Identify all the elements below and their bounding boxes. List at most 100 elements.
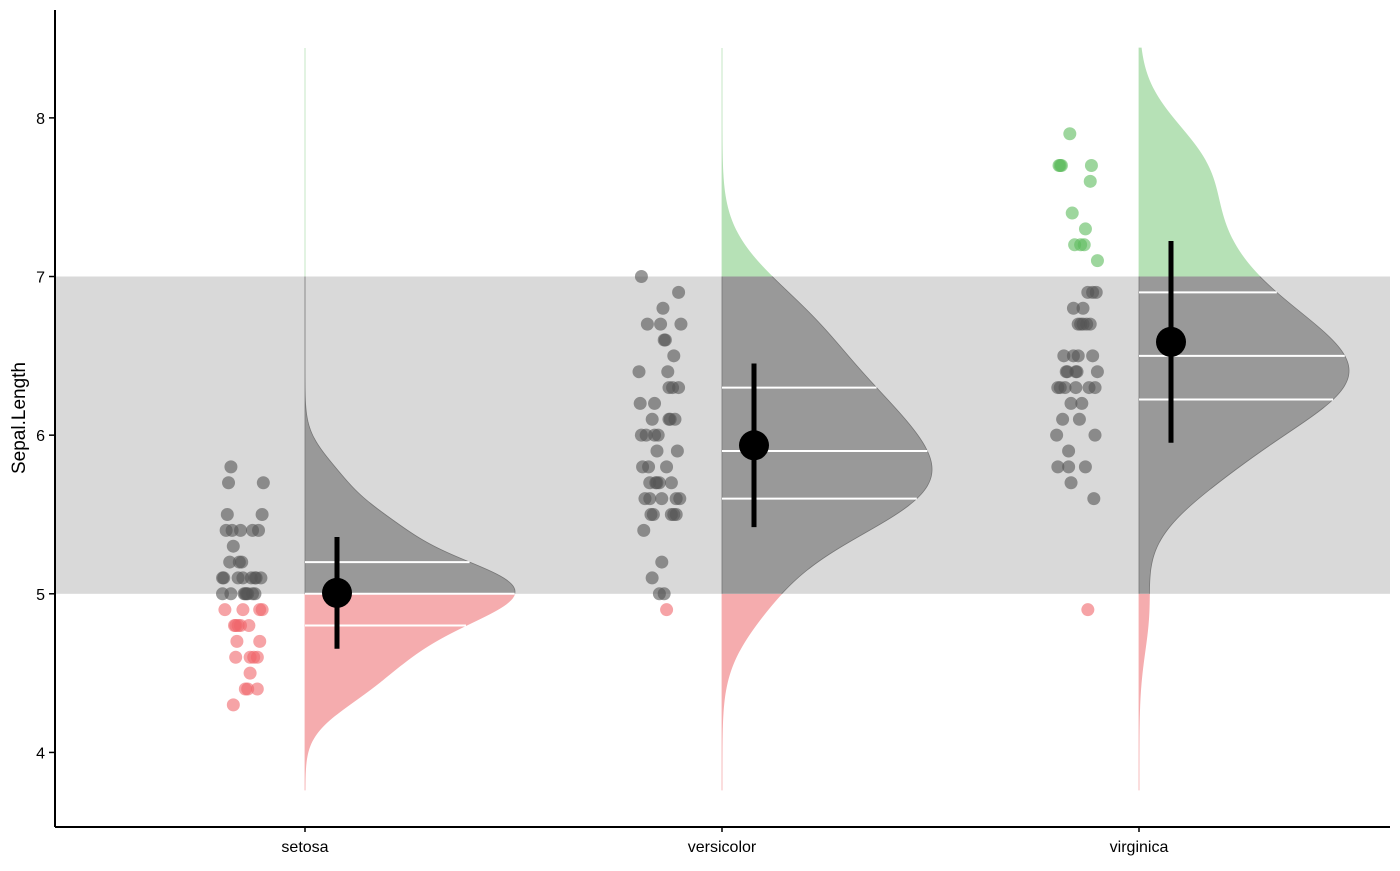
- density: [721, 48, 773, 277]
- y-tick-label: 4: [36, 745, 45, 762]
- point: [225, 523, 239, 537]
- point: [1083, 317, 1097, 331]
- point: [1051, 381, 1065, 395]
- point: [1062, 444, 1076, 458]
- point: [1090, 365, 1104, 379]
- point: [1075, 396, 1089, 410]
- point: [226, 539, 240, 553]
- point: [667, 349, 681, 363]
- point: [1078, 222, 1092, 236]
- point: [638, 492, 652, 506]
- point: [1072, 412, 1086, 426]
- point: [670, 444, 684, 458]
- x-tick-label: setosa: [281, 839, 328, 856]
- point: [252, 523, 266, 537]
- point: [633, 396, 647, 410]
- point: [672, 285, 686, 299]
- point: [654, 317, 668, 331]
- point: [236, 603, 250, 617]
- y-tick-label: 6: [36, 428, 45, 445]
- point: [660, 603, 674, 617]
- mean-point: [739, 430, 769, 461]
- mean-point: [1156, 326, 1186, 357]
- point: [645, 412, 659, 426]
- point: [664, 476, 678, 490]
- point: [634, 428, 648, 442]
- point: [634, 270, 648, 284]
- point: [255, 507, 269, 521]
- point: [664, 507, 678, 521]
- point: [231, 571, 245, 585]
- y-tick-label: 8: [36, 111, 45, 128]
- point: [1086, 349, 1100, 363]
- point: [1056, 412, 1070, 426]
- point: [658, 333, 672, 347]
- point: [1066, 301, 1080, 315]
- point: [1050, 428, 1064, 442]
- point: [1051, 460, 1065, 474]
- density: [1138, 47, 1261, 277]
- point: [650, 444, 664, 458]
- point: [657, 587, 671, 601]
- point: [662, 412, 676, 426]
- point: [223, 555, 237, 569]
- point: [1064, 476, 1078, 490]
- point: [226, 698, 240, 712]
- point: [660, 460, 674, 474]
- point: [643, 476, 657, 490]
- y-tick-label: 7: [36, 270, 45, 287]
- point: [250, 682, 264, 696]
- point: [256, 476, 270, 490]
- point: [1083, 174, 1097, 188]
- density: [721, 276, 933, 594]
- point: [1063, 127, 1077, 141]
- point: [220, 507, 234, 521]
- point: [1068, 238, 1082, 252]
- point: [222, 476, 236, 490]
- point: [1081, 603, 1095, 617]
- point: [1070, 365, 1084, 379]
- point: [1088, 428, 1102, 442]
- point: [1082, 381, 1096, 395]
- point: [1084, 158, 1098, 172]
- point: [656, 301, 670, 315]
- point: [655, 555, 669, 569]
- point: [640, 317, 654, 331]
- point: [253, 603, 267, 617]
- point: [253, 634, 267, 648]
- density: [721, 593, 783, 791]
- point: [637, 523, 651, 537]
- point: [1053, 158, 1067, 172]
- point: [1064, 396, 1078, 410]
- point: [217, 571, 231, 585]
- x-tick-label: versicolor: [688, 839, 757, 856]
- point: [224, 587, 238, 601]
- point: [1071, 317, 1085, 331]
- density: [1138, 593, 1150, 790]
- point: [648, 396, 662, 410]
- point: [669, 492, 683, 506]
- point: [232, 555, 246, 569]
- point: [1078, 460, 1092, 474]
- point: [224, 460, 238, 474]
- point: [644, 507, 658, 521]
- point: [1065, 206, 1079, 220]
- point: [632, 365, 646, 379]
- point: [243, 666, 257, 680]
- point: [1076, 301, 1090, 315]
- point: [1090, 254, 1104, 268]
- x-tick-label: virginica: [1110, 839, 1169, 856]
- point: [645, 571, 659, 585]
- point: [1069, 381, 1083, 395]
- point: [247, 650, 261, 664]
- point: [672, 381, 686, 395]
- point: [238, 587, 252, 601]
- point: [1062, 460, 1076, 474]
- point: [655, 492, 669, 506]
- point: [218, 603, 232, 617]
- point: [233, 619, 247, 633]
- point: [1081, 285, 1095, 299]
- point: [230, 634, 244, 648]
- point: [674, 317, 688, 331]
